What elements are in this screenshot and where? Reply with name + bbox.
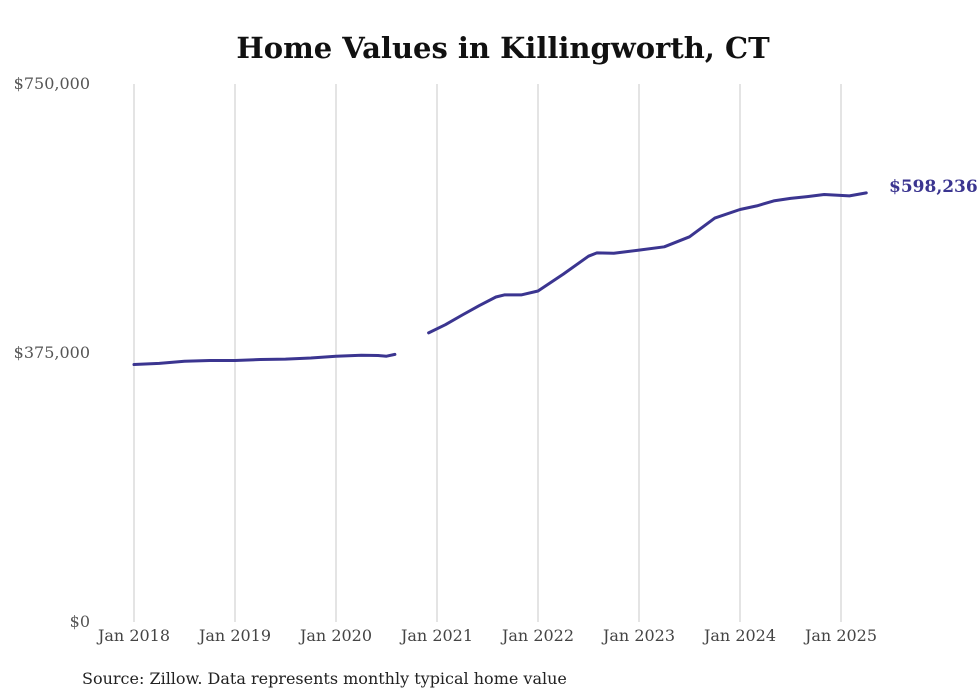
y-axis-ticks: $0 $375,000 $750,000	[14, 74, 90, 631]
x-axis-ticks: Jan 2018 Jan 2019 Jan 2020 Jan 2021 Jan 2022…	[96, 626, 877, 645]
series-line-segment-1	[132, 352, 397, 366]
chart-title: Home Values in Killingworth, CT	[236, 31, 770, 65]
end-value-label: $598,236	[889, 177, 978, 197]
gridlines	[133, 84, 842, 622]
x-tick-label: Jan 2020	[298, 626, 372, 645]
series-home-value	[132, 191, 868, 366]
y-tick-label: $0	[70, 612, 90, 631]
x-tick-label: Jan 2019	[197, 626, 271, 645]
source-note: Source: Zillow. Data represents monthly …	[82, 669, 567, 688]
x-tick-label: Jan 2018	[96, 626, 170, 645]
x-tick-label: Jan 2022	[500, 626, 574, 645]
x-tick-label: Jan 2024	[702, 626, 776, 645]
x-tick-label: Jan 2023	[601, 626, 675, 645]
y-tick-label: $375,000	[14, 343, 90, 362]
x-tick-label: Jan 2025	[803, 626, 877, 645]
series-line-segment-2	[427, 191, 868, 335]
y-tick-label: $750,000	[14, 74, 90, 93]
x-tick-label: Jan 2021	[399, 626, 473, 645]
